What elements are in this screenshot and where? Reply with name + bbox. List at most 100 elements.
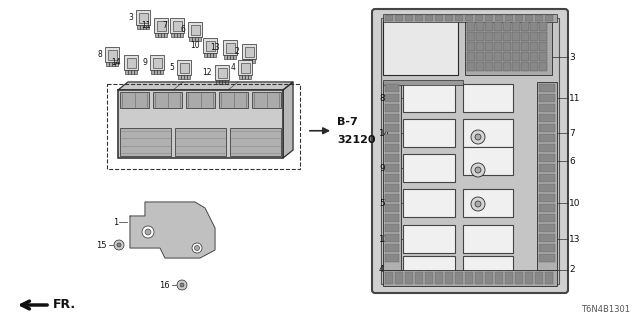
Bar (120, 92, 149, 108)
Polygon shape (283, 82, 293, 158)
Bar (539, 254, 555, 262)
Bar (143, 25, 146, 29)
Bar (395, 15, 403, 21)
Text: 4: 4 (230, 63, 235, 72)
Text: 14: 14 (111, 58, 121, 67)
Bar (530, 62, 538, 71)
Bar (403, 225, 455, 253)
Bar (505, 272, 513, 284)
Bar (127, 58, 136, 68)
Bar (455, 272, 463, 284)
Text: 5: 5 (379, 198, 385, 207)
Bar (383, 270, 557, 286)
Bar (381, 18, 559, 284)
Text: 6: 6 (180, 25, 185, 34)
Bar (463, 189, 513, 217)
Bar (539, 174, 555, 182)
Bar (216, 80, 219, 84)
Bar (465, 20, 552, 75)
Bar (140, 25, 143, 29)
Bar (494, 52, 502, 61)
Text: 3: 3 (128, 13, 133, 22)
Bar (189, 37, 191, 41)
Bar (476, 42, 484, 51)
Bar (131, 70, 134, 74)
Bar (539, 22, 547, 31)
Bar (503, 22, 511, 31)
Bar (539, 124, 555, 132)
Bar (539, 84, 555, 92)
Bar (539, 234, 555, 242)
Bar (225, 43, 234, 52)
Bar (539, 134, 555, 142)
Bar (125, 70, 127, 74)
Bar (525, 15, 533, 21)
Bar (134, 70, 137, 74)
Bar (385, 114, 399, 122)
Bar (535, 15, 543, 21)
Bar (515, 15, 523, 21)
Bar (155, 33, 157, 37)
Bar (188, 22, 202, 37)
Circle shape (475, 201, 481, 207)
Bar (539, 154, 555, 162)
Bar (385, 104, 399, 112)
Bar (173, 20, 182, 30)
Bar (154, 70, 157, 74)
Bar (435, 15, 443, 21)
Bar (503, 62, 511, 71)
Bar (403, 256, 455, 284)
Bar (539, 164, 555, 172)
Bar (530, 32, 538, 41)
Bar (475, 272, 483, 284)
Bar (383, 82, 401, 270)
Text: T6N4B1301: T6N4B1301 (581, 305, 630, 314)
Bar (503, 32, 511, 41)
Bar (175, 128, 226, 156)
Bar (545, 272, 553, 284)
Bar (252, 92, 281, 108)
Bar (184, 75, 187, 79)
Bar (385, 184, 399, 192)
Bar (230, 55, 233, 59)
Bar (252, 59, 255, 63)
Bar (476, 52, 484, 61)
Bar (242, 75, 244, 79)
Bar (539, 32, 547, 41)
Bar (503, 42, 511, 51)
Circle shape (177, 280, 187, 290)
Bar (105, 47, 119, 62)
Polygon shape (118, 82, 293, 90)
Bar (425, 15, 433, 21)
Bar (224, 55, 227, 59)
Text: 5: 5 (169, 63, 174, 72)
Bar (219, 80, 221, 84)
Bar (521, 22, 529, 31)
Circle shape (471, 130, 485, 144)
Bar (485, 42, 493, 51)
Circle shape (142, 226, 154, 238)
Bar (161, 70, 163, 74)
Text: 10: 10 (569, 198, 580, 207)
Bar (178, 75, 180, 79)
Circle shape (145, 229, 151, 235)
Bar (385, 254, 399, 262)
Bar (521, 52, 529, 61)
Bar (539, 62, 547, 71)
Bar (385, 164, 399, 172)
Bar (153, 92, 182, 108)
Bar (109, 62, 112, 66)
Bar (385, 15, 393, 21)
Bar (539, 144, 555, 152)
Text: 8: 8 (97, 50, 102, 59)
Bar (152, 58, 161, 68)
FancyBboxPatch shape (372, 9, 568, 293)
Bar (383, 20, 458, 75)
Bar (463, 147, 513, 175)
Bar (136, 10, 150, 25)
Bar (455, 15, 463, 21)
Bar (227, 55, 230, 59)
Text: 9: 9 (379, 164, 385, 172)
Bar (475, 15, 483, 21)
Bar (385, 174, 399, 182)
